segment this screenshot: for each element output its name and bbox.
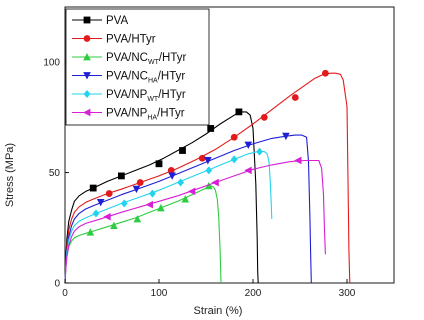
data-point bbox=[291, 94, 299, 101]
data-point bbox=[294, 156, 302, 165]
plot-area-frame bbox=[64, 6, 395, 284]
legend-entry-0: PVA bbox=[72, 15, 128, 27]
data-point bbox=[83, 108, 91, 117]
legend-entry-4: PVA/NPWT/HTyr bbox=[72, 89, 186, 103]
legend-entry-2: PVA/NCWT/HTyr bbox=[72, 52, 186, 66]
legend: PVA PVA/HTyr PVA/NCWT/HTyr PVA/NCHA/HTyr PVA… bbox=[65, 8, 210, 126]
data-point bbox=[86, 228, 95, 236]
plot-frame bbox=[64, 6, 395, 284]
data-point bbox=[282, 132, 290, 141]
data-point bbox=[244, 141, 253, 149]
data-point bbox=[92, 209, 100, 218]
series-1 bbox=[64, 69, 351, 284]
data-point bbox=[145, 200, 153, 209]
data-point bbox=[110, 221, 118, 229]
y-tick-label: 50 bbox=[49, 168, 61, 179]
legend-label: PVA/NCHA/HTyr bbox=[106, 71, 185, 85]
series-line bbox=[64, 111, 259, 284]
data-point bbox=[157, 203, 165, 212]
data-point bbox=[321, 69, 329, 77]
series-line bbox=[64, 159, 326, 284]
legend-entry-3: PVA/NCHA/HTyr bbox=[72, 71, 185, 85]
data-point bbox=[205, 166, 213, 175]
legend-label: PVA/NCWT/HTyr bbox=[106, 52, 186, 66]
data-point bbox=[230, 133, 238, 141]
series-4 bbox=[64, 147, 273, 284]
data-point bbox=[260, 114, 268, 121]
legend-label: PVA/HTyr bbox=[106, 34, 156, 46]
data-point bbox=[89, 184, 97, 192]
x-tick-label: 100 bbox=[151, 288, 168, 299]
data-point bbox=[155, 160, 163, 168]
series-line bbox=[64, 72, 351, 284]
series-5 bbox=[64, 156, 326, 284]
series-line bbox=[64, 185, 222, 284]
data-point bbox=[235, 108, 243, 116]
y-tick-label: 0 bbox=[54, 279, 60, 290]
data-point bbox=[83, 72, 91, 80]
data-point bbox=[177, 178, 185, 187]
data-point bbox=[167, 166, 175, 174]
legend-label: PVA/NPWT/HTyr bbox=[106, 89, 186, 103]
data-point bbox=[187, 187, 196, 196]
series-0 bbox=[64, 108, 259, 284]
series-2 bbox=[64, 181, 222, 284]
data-point bbox=[211, 178, 219, 187]
x-axis-title: Strain (%) bbox=[194, 305, 243, 317]
data-point bbox=[133, 214, 142, 223]
legend-entry-5: PVA/NPHA/HTyr bbox=[72, 108, 185, 122]
legend-box bbox=[65, 8, 210, 126]
y-axis-title: Stress (MPa) bbox=[4, 143, 16, 207]
data-point bbox=[118, 172, 125, 180]
data-point bbox=[244, 166, 252, 175]
series-line bbox=[64, 151, 273, 284]
data-point bbox=[179, 147, 186, 154]
data-point bbox=[83, 90, 91, 98]
data-point bbox=[83, 53, 91, 61]
x-tick-label: 0 bbox=[62, 288, 68, 299]
axes: 0 100 200 300 0 50 100 bbox=[43, 58, 355, 299]
legend-label: PVA bbox=[106, 15, 128, 27]
data-point bbox=[83, 16, 91, 24]
data-point bbox=[103, 212, 111, 221]
series-layer bbox=[64, 69, 351, 284]
data-point bbox=[96, 199, 105, 207]
data-point bbox=[149, 189, 156, 198]
series-3 bbox=[64, 132, 312, 284]
data-point bbox=[207, 125, 215, 132]
data-point bbox=[198, 154, 206, 162]
data-point bbox=[230, 155, 238, 164]
data-point bbox=[181, 195, 190, 203]
series-line bbox=[64, 134, 312, 284]
data-point bbox=[120, 199, 128, 208]
data-point bbox=[105, 190, 113, 197]
x-tick-label: 300 bbox=[339, 288, 356, 299]
x-tick-label: 200 bbox=[245, 288, 262, 299]
data-point bbox=[205, 181, 213, 190]
legend-label: PVA/NPHA/HTyr bbox=[106, 108, 185, 122]
data-point bbox=[83, 35, 91, 42]
data-point bbox=[256, 147, 263, 156]
legend-entry-1: PVA/HTyr bbox=[72, 34, 156, 46]
y-tick-label: 100 bbox=[43, 58, 60, 69]
data-point bbox=[136, 179, 144, 186]
data-point bbox=[168, 172, 176, 180]
data-point bbox=[132, 185, 141, 194]
data-point bbox=[204, 157, 212, 165]
